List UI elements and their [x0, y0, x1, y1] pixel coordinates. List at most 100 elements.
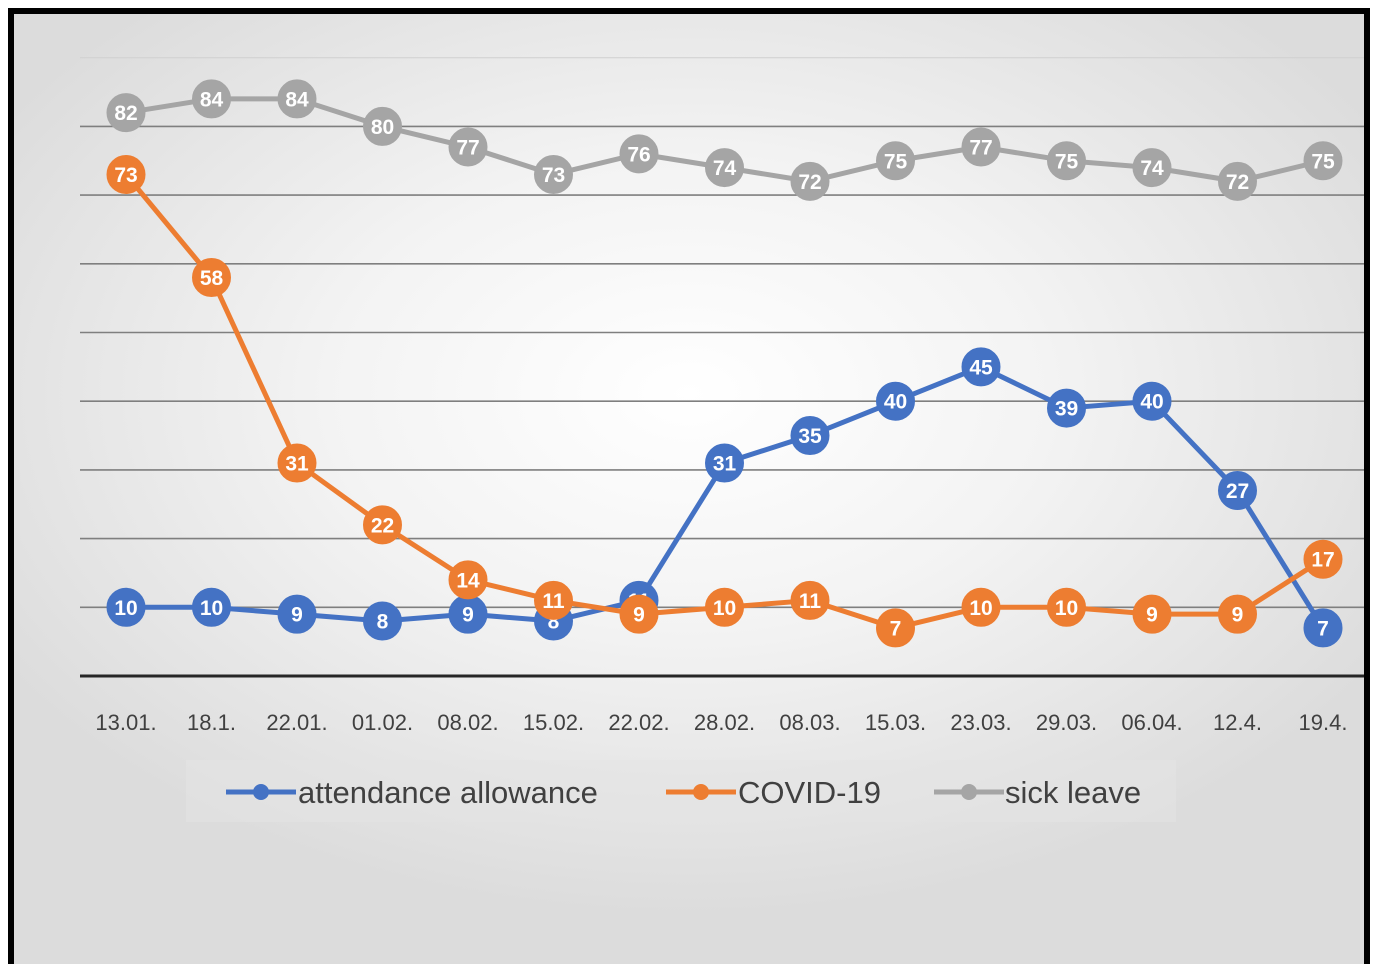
- data-label: 75: [1055, 150, 1079, 173]
- x-axis: 13.01. 18.1. 22.01. 01.02. 08.02. 15.02. 22.02…: [80, 674, 1364, 735]
- legend-label: sick leave: [1005, 775, 1141, 810]
- data-point: [106, 587, 146, 627]
- data-point: [876, 381, 915, 421]
- data-label: 73: [542, 164, 565, 187]
- data-point: [448, 560, 488, 600]
- data-point: [705, 148, 744, 188]
- data-label: 8: [377, 611, 389, 634]
- data-label: 9: [462, 604, 474, 627]
- data-point: [192, 79, 231, 119]
- data-point: [192, 258, 231, 298]
- legend-marker: [693, 784, 709, 800]
- data-label: 84: [285, 88, 309, 111]
- legend-marker: [253, 784, 269, 800]
- data-label: 58: [200, 267, 224, 290]
- data-label: 39: [1055, 398, 1078, 421]
- data-point: [961, 347, 1001, 387]
- legend-label: attendance allowance: [298, 775, 598, 810]
- data-label: 73: [114, 164, 137, 187]
- data-label: 76: [627, 143, 650, 166]
- data-point: [106, 93, 146, 133]
- data-label: 9: [1232, 604, 1244, 627]
- data-label: 17: [1311, 549, 1334, 572]
- data-point: [1303, 608, 1343, 648]
- data-point: [363, 505, 402, 545]
- x-tick-label: 13.01.: [95, 710, 156, 735]
- data-label: 22: [371, 514, 394, 537]
- data-point: [1303, 141, 1343, 181]
- x-tick-label: 19.4.: [1299, 710, 1348, 735]
- data-point: [705, 443, 744, 483]
- data-label: 14: [456, 569, 480, 592]
- data-point: [790, 161, 830, 201]
- x-tick-label: 22.01.: [266, 710, 327, 735]
- data-point: [1303, 539, 1343, 579]
- data-label: 40: [884, 391, 907, 414]
- data-point: [1047, 587, 1086, 627]
- x-tick-label: 08.03.: [779, 710, 840, 735]
- data-point: [277, 79, 317, 119]
- data-point: [1218, 161, 1257, 201]
- data-label: 10: [969, 597, 992, 620]
- x-tick-label: 01.02.: [352, 710, 413, 735]
- gridlines: [80, 57, 1364, 609]
- x-tick-label: 15.03.: [865, 710, 926, 735]
- data-point: [1132, 381, 1172, 421]
- data-point: [1132, 148, 1172, 188]
- data-point: [277, 443, 317, 483]
- legend-marker: [961, 784, 977, 800]
- line-chart: 13.01. 18.1. 22.01. 01.02. 08.02. 15.02. 22.02…: [80, 57, 1364, 822]
- data-label: 75: [884, 150, 908, 173]
- legend: attendance allowance COVID-19 sick leave: [186, 760, 1176, 822]
- data-label: 74: [1140, 157, 1164, 180]
- data-label: 80: [371, 116, 394, 139]
- data-label: 31: [285, 453, 309, 476]
- data-point: [619, 134, 659, 174]
- data-label: 10: [114, 597, 137, 620]
- data-label: 40: [1140, 391, 1163, 414]
- data-label: 9: [1146, 604, 1158, 627]
- data-label: 31: [713, 453, 737, 476]
- x-tick-label: 12.4.: [1213, 710, 1262, 735]
- data-label: 10: [1055, 597, 1078, 620]
- data-label: 11: [799, 590, 822, 613]
- data-point: [363, 106, 402, 146]
- data-labels: 8284848077737674727577757472751010989811…: [106, 79, 1343, 648]
- data-label: 35: [798, 425, 822, 448]
- data-label: 9: [291, 604, 303, 627]
- data-point: [277, 594, 317, 634]
- data-label: 75: [1311, 150, 1335, 173]
- data-point: [1047, 141, 1086, 181]
- data-point: [705, 587, 744, 627]
- data-label: 74: [713, 157, 737, 180]
- data-point: [1218, 594, 1257, 634]
- data-label: 7: [1317, 617, 1329, 640]
- data-label: 27: [1226, 480, 1249, 503]
- x-tick-label: 06.04.: [1121, 710, 1182, 735]
- data-label: 10: [200, 597, 223, 620]
- data-point: [106, 154, 146, 194]
- data-label: 77: [456, 137, 479, 160]
- legend-label: COVID-19: [738, 775, 881, 810]
- data-point: [363, 601, 402, 641]
- x-tick-label: 28.02.: [694, 710, 755, 735]
- data-label: 7: [890, 617, 902, 640]
- data-point: [790, 580, 830, 620]
- data-point: [1218, 471, 1257, 511]
- data-label: 84: [200, 88, 224, 111]
- data-label: 45: [969, 356, 993, 379]
- data-point: [192, 587, 231, 627]
- x-tick-label: 22.02.: [608, 710, 669, 735]
- data-point: [876, 141, 915, 181]
- data-point: [961, 587, 1001, 627]
- x-tick-label: 08.02.: [437, 710, 498, 735]
- data-label: 9: [633, 604, 645, 627]
- x-tick-label: 29.03.: [1036, 710, 1097, 735]
- data-point: [876, 608, 915, 648]
- data-label: 72: [798, 171, 821, 194]
- data-point: [448, 127, 488, 167]
- data-label: 72: [1226, 171, 1249, 194]
- chart-frame: 13.01. 18.1. 22.01. 01.02. 08.02. 15.02. 22.02…: [8, 8, 1370, 964]
- data-label: 77: [969, 137, 992, 160]
- data-point: [619, 594, 659, 634]
